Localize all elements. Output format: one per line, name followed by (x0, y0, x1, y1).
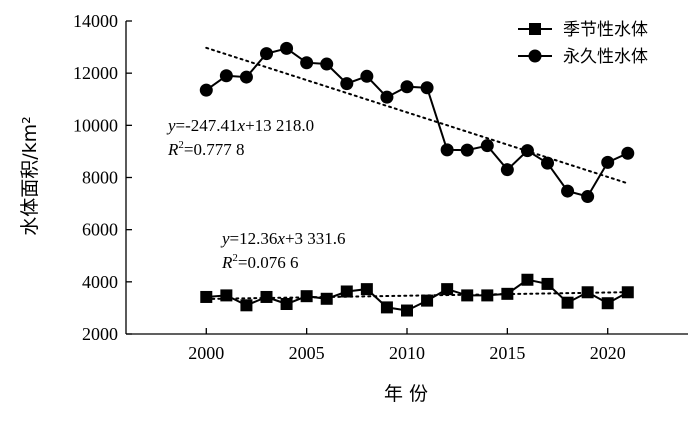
data-point-permanent (280, 41, 294, 55)
data-point-seasonal (541, 277, 554, 290)
data-point-seasonal (260, 290, 273, 303)
x-axis: 2000 2005 2010 2015 2020 (126, 328, 688, 363)
data-point-permanent (621, 146, 635, 160)
data-point-seasonal (220, 289, 233, 302)
plot-area (199, 41, 635, 317)
data-point-permanent (561, 184, 575, 198)
legend-label-permanent: 永久性水体 (563, 47, 648, 67)
seasonal-eq-y: y (220, 229, 230, 248)
data-point-permanent (239, 70, 253, 84)
data-point-permanent (219, 69, 233, 83)
x-tick-label: 2010 (389, 343, 425, 363)
permanent-eq-x: x (237, 116, 246, 135)
data-point-seasonal (461, 289, 474, 302)
data-point-seasonal (320, 292, 333, 305)
seasonal-r2-sup: 2 (232, 252, 238, 264)
permanent-eq-coef: =-247.41 (176, 116, 238, 135)
data-point-permanent (541, 156, 554, 170)
data-point-permanent (581, 190, 595, 204)
legend-marker-square (529, 23, 541, 35)
data-point-permanent (480, 139, 494, 153)
x-tick-label: 2005 (289, 343, 325, 363)
legend-marker-circle (528, 49, 542, 63)
data-point-permanent (320, 57, 334, 71)
permanent-eq-y: y (166, 116, 176, 135)
data-point-seasonal (300, 290, 313, 303)
x-tick-label: 2015 (489, 343, 525, 363)
seasonal-eq-coef: =12.36 (230, 229, 278, 248)
data-point-permanent (601, 155, 615, 169)
data-point-permanent (420, 81, 434, 95)
data-point-seasonal (621, 286, 634, 299)
data-point-seasonal (501, 287, 514, 300)
data-point-seasonal (401, 304, 413, 317)
permanent-r2-value: =0.777 8 (184, 140, 245, 159)
permanent-eq-intercept: +13 218.0 (245, 116, 314, 135)
y-tick-label: 6000 (82, 220, 118, 240)
y-tick-label: 12000 (73, 63, 118, 83)
data-point-permanent (340, 77, 354, 91)
series-line-permanent (205, 47, 629, 198)
x-tick-label: 2020 (590, 343, 626, 363)
y-axis: 2000 4000 6000 8000 10000 12000 14000 (73, 11, 132, 344)
seasonal-eq-intercept: +3 331.6 (285, 229, 346, 248)
seasonal-eq-x: x (276, 229, 285, 248)
data-point-permanent (360, 69, 374, 83)
data-point-seasonal (441, 283, 454, 296)
data-point-seasonal (581, 286, 594, 299)
data-point-permanent (440, 143, 454, 157)
data-point-seasonal (601, 297, 614, 310)
data-point-permanent (199, 83, 213, 97)
x-tick-label: 2000 (188, 343, 224, 363)
y-tick-label: 2000 (82, 324, 118, 344)
permanent-equation: y=-247.41x+13 218.0 (166, 116, 314, 135)
y-tick-label: 4000 (82, 272, 118, 292)
data-point-seasonal (561, 296, 574, 309)
y-tick-label: 8000 (82, 168, 118, 188)
trendline-seasonal (205, 291, 629, 300)
data-point-permanent (260, 47, 273, 61)
trendline-permanent (205, 46, 629, 185)
data-point-seasonal (340, 285, 353, 298)
data-point-permanent (380, 90, 394, 104)
data-point-seasonal (200, 290, 213, 303)
data-point-permanent (300, 56, 314, 70)
data-point-permanent (520, 144, 534, 158)
data-point-seasonal (280, 298, 293, 311)
permanent-r2: R2=0.777 8 (167, 139, 244, 159)
data-point-seasonal (240, 299, 253, 312)
legend: 季节性水体 永久性水体 (518, 20, 648, 67)
data-point-seasonal (481, 289, 494, 302)
y-tick-label: 14000 (73, 11, 118, 31)
data-point-seasonal (360, 283, 373, 296)
series-line-seasonal (206, 278, 629, 312)
seasonal-r2-value: =0.076 6 (238, 253, 299, 272)
seasonal-equation: y=12.36x+3 331.6 (220, 229, 346, 248)
data-point-seasonal (380, 301, 393, 314)
permanent-r2-sup: 2 (178, 139, 184, 151)
y-tick-label: 10000 (73, 115, 118, 135)
data-point-permanent (400, 80, 414, 94)
x-axis-title: 年 份 (384, 383, 428, 405)
data-point-permanent (500, 163, 514, 177)
seasonal-r2: R2=0.076 6 (221, 252, 298, 272)
data-point-seasonal (421, 294, 434, 307)
data-point-seasonal (521, 273, 534, 286)
y-axis-title: 水体面积/km² (19, 116, 41, 236)
seasonal-r2-r: R (221, 253, 233, 272)
permanent-r2-r: R (167, 140, 179, 159)
legend-label-seasonal: 季节性水体 (563, 20, 648, 40)
data-point-permanent (460, 143, 474, 157)
